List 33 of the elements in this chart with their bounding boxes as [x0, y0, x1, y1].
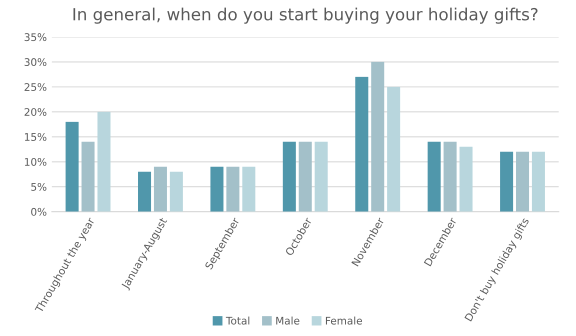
- bar: [282, 142, 296, 212]
- bar: [66, 122, 79, 212]
- bar: [170, 172, 183, 212]
- bar: [444, 142, 457, 212]
- bar: [298, 142, 312, 212]
- bar: [387, 86, 400, 212]
- y-tick-label: 20%: [24, 108, 46, 116]
- legend-label: Total: [226, 316, 250, 325]
- y-tick-label: 10%: [24, 158, 46, 166]
- bar: [82, 142, 95, 212]
- bar: [428, 142, 441, 212]
- bar: [516, 152, 530, 212]
- bar: [371, 62, 384, 212]
- bar: [210, 166, 224, 212]
- y-tick-label: 35%: [24, 33, 46, 42]
- bar: [154, 166, 167, 212]
- bar: [226, 166, 240, 212]
- bar: [532, 152, 545, 212]
- y-tick-label: 5%: [31, 182, 46, 191]
- bar: [97, 112, 110, 212]
- y-tick-label: 0%: [31, 208, 46, 216]
- bar: [242, 166, 256, 212]
- bar: [314, 142, 328, 212]
- y-tick-label: 15%: [24, 133, 46, 141]
- bar: [460, 146, 473, 212]
- y-tick-label: 30%: [24, 58, 46, 66]
- bar: [355, 76, 368, 212]
- y-tick-label: 25%: [24, 83, 46, 91]
- bar: [500, 152, 514, 212]
- chart-title: In general, when do you start buying your holiday gifts?: [74, 8, 538, 24]
- legend-label: Female: [326, 316, 362, 325]
- legend-label: Male: [276, 316, 300, 325]
- bar: [138, 172, 152, 212]
